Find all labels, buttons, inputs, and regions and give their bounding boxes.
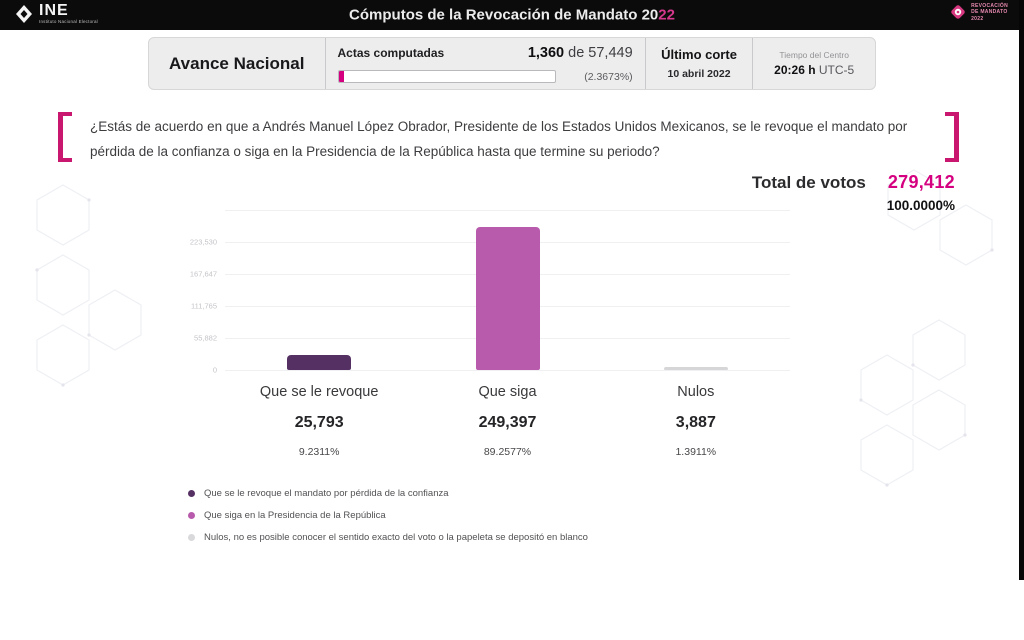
chart-bar-1[interactable] (287, 355, 352, 370)
category-percent: 89.2577% (483, 446, 532, 458)
category-column: Que se le revoque 25,793 9.2311% (225, 384, 413, 458)
national-progress-panel: Avance Nacional Actas computadas 1,360 d… (148, 37, 876, 90)
chart-bar-3[interactable] (663, 367, 728, 370)
revocacion-mandato-icon (951, 5, 965, 20)
actas-count-text: 1,360 de 57,449 (527, 45, 633, 61)
question-bracket-left (58, 112, 72, 162)
category-column: Que siga 249,397 89.2577% (413, 384, 601, 458)
chart-gridline (225, 210, 790, 211)
total-votes-value: 279,412 (887, 172, 955, 192)
legend-dot-icon (188, 490, 195, 497)
category-label: Que se le revoque (259, 384, 379, 400)
timezone-label: Tiempo del Centro (779, 50, 849, 60)
revocacion-mandato-logo: REVOCACIÓN DE MANDATO 2022 (949, 3, 1008, 22)
referendum-question-text: ¿Estás de acuerdo en que a Andrés Manuel… (90, 119, 908, 159)
category-label: Que siga (478, 384, 537, 400)
category-percent: 1.3911% (675, 446, 717, 458)
ultimo-corte-date: 10 abril 2022 (667, 68, 731, 80)
legend-label: Nulos, no es posible conocer el sentido … (204, 532, 588, 543)
panel-divider (644, 38, 646, 89)
rm-logo-line1: REVOCACIÓN (971, 3, 1008, 9)
legend-dot-icon (188, 512, 195, 519)
actas-progress-bar (337, 70, 556, 83)
panel-divider (324, 38, 326, 89)
y-axis-tick-label: 55,882 (194, 333, 217, 343)
chart-legend: Que se le revoque el mandato por pérdida… (188, 488, 588, 554)
y-axis-tick-label: 0 (212, 365, 217, 375)
chart-gridline (225, 370, 790, 371)
legend-dot-icon (188, 534, 195, 541)
y-axis-tick-label: 167,647 (189, 269, 217, 279)
ine-eagle-icon (16, 4, 32, 23)
category-percent: 9.2311% (298, 446, 340, 458)
page-title-accent: 22 (658, 6, 675, 24)
ine-brand-text: INE (39, 2, 69, 19)
bar-chart-plot: 0 55,882 111,765 167,647 223,530 (190, 210, 790, 375)
ine-brand-subtext: Instituto Nacional Electoral (39, 19, 98, 24)
category-vote-count: 3,887 (675, 414, 716, 431)
category-label: Nulos (677, 384, 715, 400)
total-votes-percent: 100.0000% (886, 198, 955, 213)
hex-pattern-left-decoration (35, 184, 142, 387)
actas-percent: (2.3673%) (584, 70, 633, 83)
actas-computadas-label: Actas computadas (337, 46, 445, 60)
legend-item: Que siga en la Presidencia de la Repúbli… (188, 510, 588, 521)
category-vote-count: 25,793 (294, 414, 344, 431)
actas-progress-fill (338, 71, 344, 82)
total-votes-label: Total de votos (751, 173, 866, 192)
timezone-value: 20:26 h UTC-5 (774, 63, 855, 77)
panel-divider (752, 38, 754, 89)
legend-item: Nulos, no es posible conocer el sentido … (188, 532, 588, 543)
legend-item: Que se le revoque el mandato por pérdida… (188, 488, 588, 499)
legend-label: Que siga en la Presidencia de la Repúbli… (204, 510, 386, 521)
page-title: Cómputos de la Revocación de Mandato 202… (349, 6, 675, 24)
bar-chart-categories: Que se le revoque 25,793 9.2311% Que siga 24… (225, 384, 790, 458)
actas-count-value: 1,360 (527, 45, 565, 61)
category-column: Nulos 3,887 1.3911% (602, 384, 790, 458)
video-frame-right-edge (1019, 0, 1024, 580)
question-bracket-right (945, 112, 959, 162)
rm-logo-line3: 2022 (971, 15, 984, 22)
ultimo-corte-label: Último corte (661, 47, 737, 62)
total-votes-block: Total de votos 279,412 100.0000% (752, 172, 955, 213)
top-navigation-bar: INE Instituto Nacional Electoral Cómputo… (0, 0, 1024, 30)
chart-bar-2[interactable] (475, 227, 540, 370)
y-axis-tick-label: 223,530 (189, 237, 217, 247)
section-title: Avance Nacional (169, 53, 305, 73)
category-vote-count: 249,397 (478, 414, 537, 431)
rm-logo-line2: DE MANDATO (971, 9, 1008, 16)
y-axis-tick-label: 111,765 (191, 301, 217, 311)
ine-logo: INE Instituto Nacional Electoral (14, 3, 98, 25)
legend-label: Que se le revoque el mandato por pérdida… (204, 488, 449, 499)
